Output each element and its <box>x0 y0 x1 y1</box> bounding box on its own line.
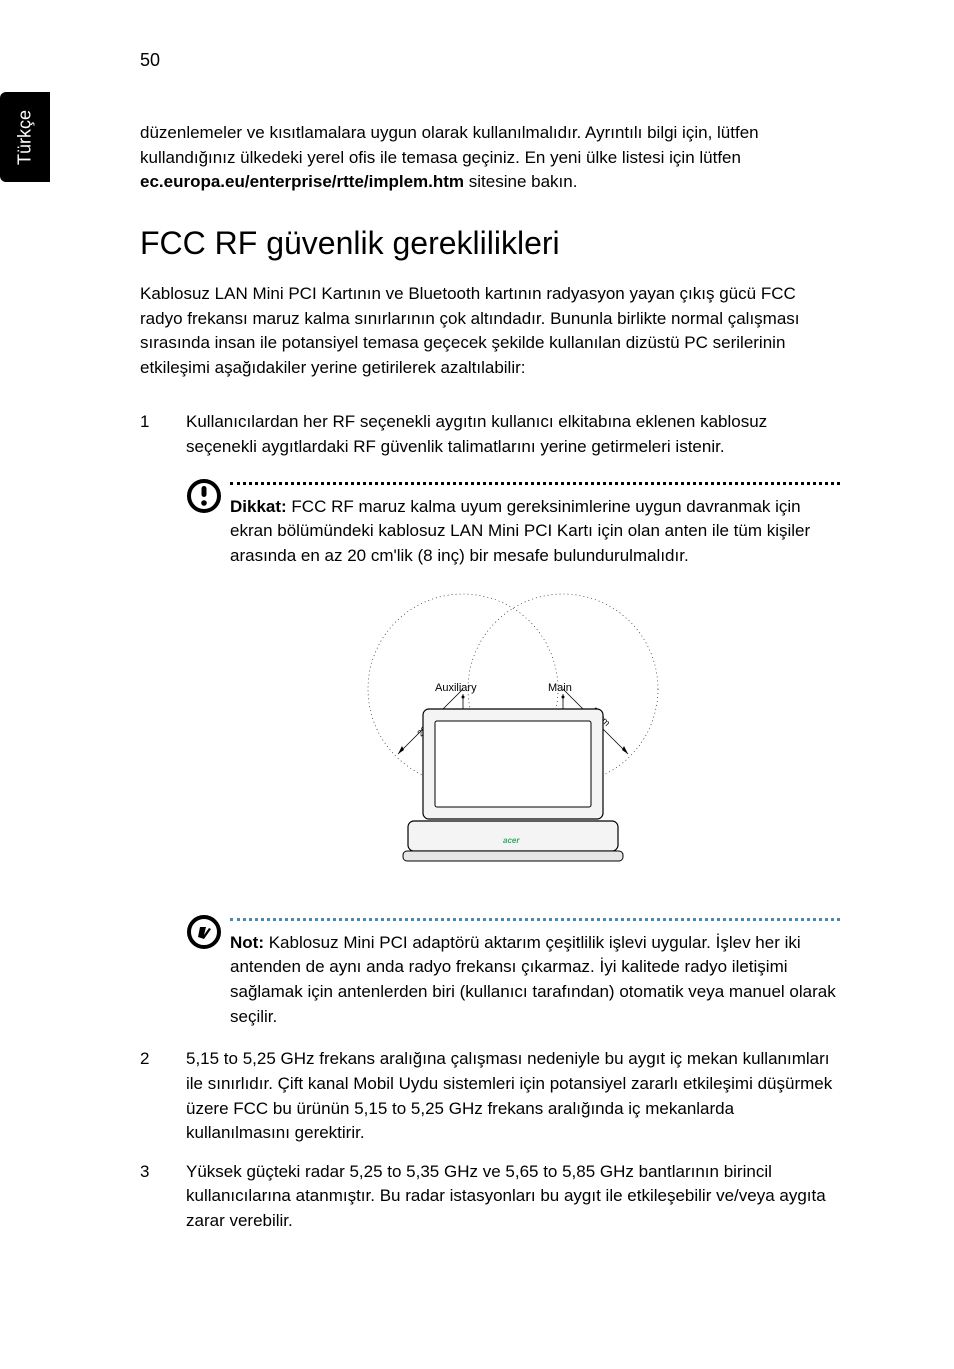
warning-content: Dikkat: FCC RF maruz kalma uyum gereksin… <box>230 478 840 569</box>
language-side-tab: Türkçe <box>0 92 50 182</box>
warning-divider <box>230 482 840 485</box>
info-content: Not: Kablosuz Mini PCI adaptörü aktarım … <box>230 914 840 1030</box>
info-block: Not: Kablosuz Mini PCI adaptörü aktarım … <box>186 914 840 1030</box>
fig-main-label: Main <box>548 682 572 694</box>
list-item-1: 1 Kullanıcılardan her RF seçenekli aygıt… <box>140 410 840 459</box>
body-paragraph-1: Kablosuz LAN Mini PCI Kartının ve Blueto… <box>140 282 840 381</box>
warning-icon <box>186 478 230 514</box>
language-label: Türkçe <box>15 110 36 165</box>
list-number: 1 <box>140 410 186 459</box>
info-text: Not: Kablosuz Mini PCI adaptörü aktarım … <box>230 931 840 1030</box>
list-number: 3 <box>140 1160 186 1234</box>
page-number: 50 <box>140 50 840 71</box>
fig-aux-label: Auxiliary <box>435 682 477 694</box>
intro-before: düzenlemeler ve kısıtlamalara uygun olar… <box>140 123 759 167</box>
section-heading: FCC RF güvenlik gereklilikleri <box>140 225 840 262</box>
info-icon <box>186 914 230 950</box>
info-body: Kablosuz Mini PCI adaptörü aktarım çeşit… <box>230 933 836 1026</box>
list-number: 2 <box>140 1047 186 1146</box>
antenna-figure: 20cm 20cm Auxiliary Main acer <box>186 589 840 894</box>
list-item-3: 3 Yüksek güçteki radar 5,25 to 5,35 GHz … <box>140 1160 840 1234</box>
intro-paragraph: düzenlemeler ve kısıtlamalara uygun olar… <box>140 121 840 195</box>
info-label: Not: <box>230 933 264 952</box>
warning-body: FCC RF maruz kalma uyum gereksinimlerine… <box>230 497 810 565</box>
warning-text: Dikkat: FCC RF maruz kalma uyum gereksin… <box>230 495 840 569</box>
intro-url: ec.europa.eu/enterprise/rtte/implem.htm <box>140 172 464 191</box>
list-body: Kullanıcılardan her RF seçenekli aygıtın… <box>186 410 840 459</box>
page-content: 50 düzenlemeler ve kısıtlamalara uygun o… <box>140 50 840 1248</box>
list-body: 5,15 to 5,25 GHz frekans aralığına çalış… <box>186 1047 840 1146</box>
list-item-2: 2 5,15 to 5,25 GHz frekans aralığına çal… <box>140 1047 840 1146</box>
warning-block: Dikkat: FCC RF maruz kalma uyum gereksin… <box>186 478 840 569</box>
intro-after: sitesine bakın. <box>464 172 577 191</box>
warning-label: Dikkat: <box>230 497 287 516</box>
info-divider <box>230 918 840 921</box>
fig-brand: acer <box>503 836 520 845</box>
list-body: Yüksek güçteki radar 5,25 to 5,35 GHz ve… <box>186 1160 840 1234</box>
